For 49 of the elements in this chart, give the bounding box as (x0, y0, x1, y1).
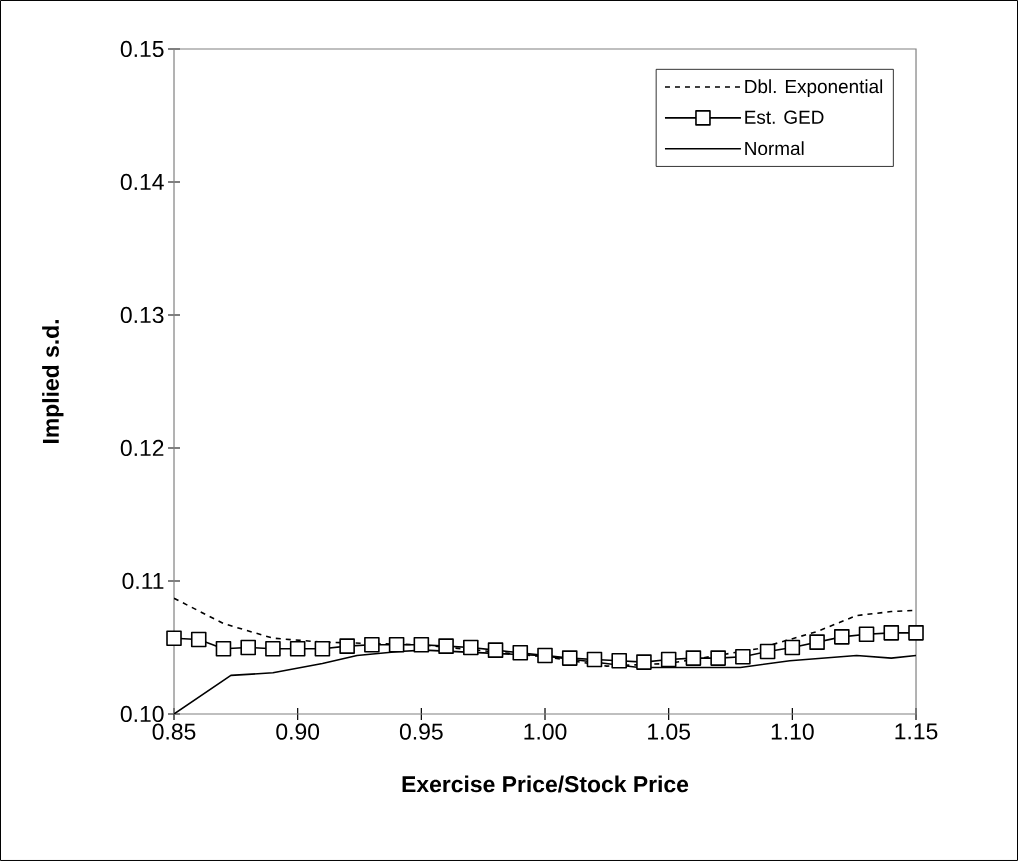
point (537, 647, 553, 664)
x-axis-title: Exercise Price/Stock Price (402, 775, 689, 793)
point (660, 651, 677, 668)
point (636, 654, 652, 670)
point (908, 625, 924, 641)
point (809, 634, 825, 650)
point (364, 637, 380, 653)
point (289, 641, 306, 657)
x-tick-label: 0.85 (152, 723, 196, 740)
x-tick-label: 1.10 (771, 723, 814, 740)
legend-label: Normal (745, 141, 804, 156)
point (388, 637, 405, 653)
point (487, 642, 504, 658)
y-tick-label: 0.12 (120, 439, 164, 457)
point (685, 650, 702, 666)
legend-label: Est. GED (745, 110, 824, 124)
point (215, 641, 232, 657)
point (611, 652, 628, 669)
point (586, 651, 603, 668)
point (759, 643, 776, 660)
point (834, 629, 850, 645)
y-axis-title: Implied s.d. (42, 320, 64, 443)
point (413, 637, 430, 653)
point (314, 641, 331, 657)
y-tick-label: 0.13 (120, 306, 164, 324)
x-tick-label: 1.15 (895, 723, 938, 740)
legend-label: Dbl. Exponential (745, 79, 883, 97)
y-tick-label: 0.10 (120, 705, 164, 723)
x-tick-label: 1.00 (524, 723, 567, 740)
point (710, 650, 726, 666)
point (858, 626, 875, 642)
x-tick-label: 0.90 (276, 723, 320, 740)
point (512, 645, 529, 661)
point (438, 638, 454, 654)
point (784, 639, 801, 656)
point (240, 639, 257, 656)
point (883, 625, 900, 641)
point (339, 638, 355, 654)
x-tick-label: 1.05 (648, 723, 691, 740)
point (561, 650, 578, 666)
y-tick-label: 0.14 (120, 173, 164, 191)
point (265, 641, 281, 657)
point (190, 631, 207, 648)
y-tick-label: 0.15 (120, 40, 164, 58)
point (735, 648, 751, 665)
point (463, 639, 479, 656)
y-tick-label: 0.11 (122, 572, 164, 590)
x-tick-label: 0.95 (399, 723, 443, 740)
point (166, 630, 182, 646)
